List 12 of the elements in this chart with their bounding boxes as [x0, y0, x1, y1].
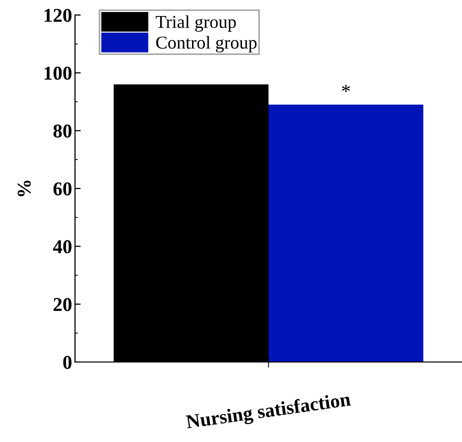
y-tick-label: 40 — [53, 240, 72, 254]
y-tick-label: 120 — [44, 8, 72, 22]
y-tick-label: 0 — [63, 356, 72, 369]
y-tick-label: 100 — [44, 66, 72, 80]
annotation: * — [342, 84, 350, 92]
legend-label: Trial group — [156, 15, 236, 32]
y-axis-title: % — [18, 180, 31, 196]
legend-label: Control group — [156, 36, 257, 52]
y-tick-label: 80 — [53, 124, 72, 138]
y-tick-label: 20 — [54, 298, 72, 312]
y-tick-label: 60 — [53, 182, 72, 196]
x-axis-title: Nursing satisfaction — [186, 392, 352, 433]
